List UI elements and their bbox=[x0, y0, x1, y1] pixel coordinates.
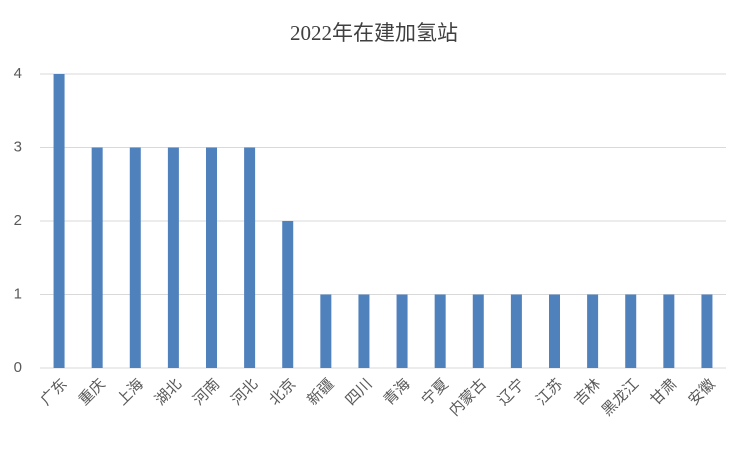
y-tick-label: 2 bbox=[14, 212, 22, 229]
bar bbox=[510, 294, 522, 368]
bar bbox=[663, 294, 675, 368]
bar bbox=[625, 294, 637, 368]
bar bbox=[472, 294, 484, 368]
x-tick-label: 江苏 bbox=[533, 376, 566, 409]
bar bbox=[587, 294, 599, 368]
y-tick-label: 1 bbox=[14, 285, 22, 302]
bar bbox=[91, 147, 103, 368]
y-tick-label: 4 bbox=[14, 65, 22, 82]
x-tick-label: 湖北 bbox=[152, 376, 185, 409]
bar bbox=[358, 294, 370, 368]
x-tick-label: 青海 bbox=[380, 376, 413, 409]
x-tick-label: 河南 bbox=[190, 376, 223, 409]
bar bbox=[396, 294, 408, 368]
x-tick-label: 上海 bbox=[114, 376, 147, 409]
x-tick-label: 宁夏 bbox=[419, 376, 452, 409]
x-tick-label: 安徽 bbox=[685, 376, 718, 409]
x-tick-label: 重庆 bbox=[76, 376, 109, 409]
bar bbox=[282, 221, 294, 368]
bar bbox=[320, 294, 332, 368]
x-tick-label: 河北 bbox=[228, 376, 261, 409]
x-tick-label: 北京 bbox=[266, 376, 299, 409]
chart-title: 2022年在建加氢站 bbox=[290, 21, 458, 45]
x-tick-label: 甘肃 bbox=[647, 376, 680, 409]
bar bbox=[206, 147, 217, 368]
x-tick-label: 新疆 bbox=[304, 376, 337, 409]
bar bbox=[53, 74, 65, 368]
bar bbox=[167, 147, 179, 368]
x-tick-label: 内蒙古 bbox=[446, 376, 490, 420]
x-tick-label: 吉林 bbox=[571, 376, 604, 409]
bar bbox=[434, 294, 446, 368]
x-tick-label: 广东 bbox=[37, 376, 70, 409]
bar bbox=[701, 294, 713, 368]
bar bbox=[244, 147, 256, 368]
y-tick-label: 3 bbox=[14, 138, 22, 155]
x-tick-label: 辽宁 bbox=[495, 376, 528, 409]
x-tick-label: 四川 bbox=[342, 376, 375, 409]
bar bbox=[129, 147, 141, 368]
x-tick-label: 黑龙江 bbox=[599, 376, 643, 420]
y-tick-label: 0 bbox=[14, 359, 22, 376]
bar bbox=[549, 294, 560, 368]
